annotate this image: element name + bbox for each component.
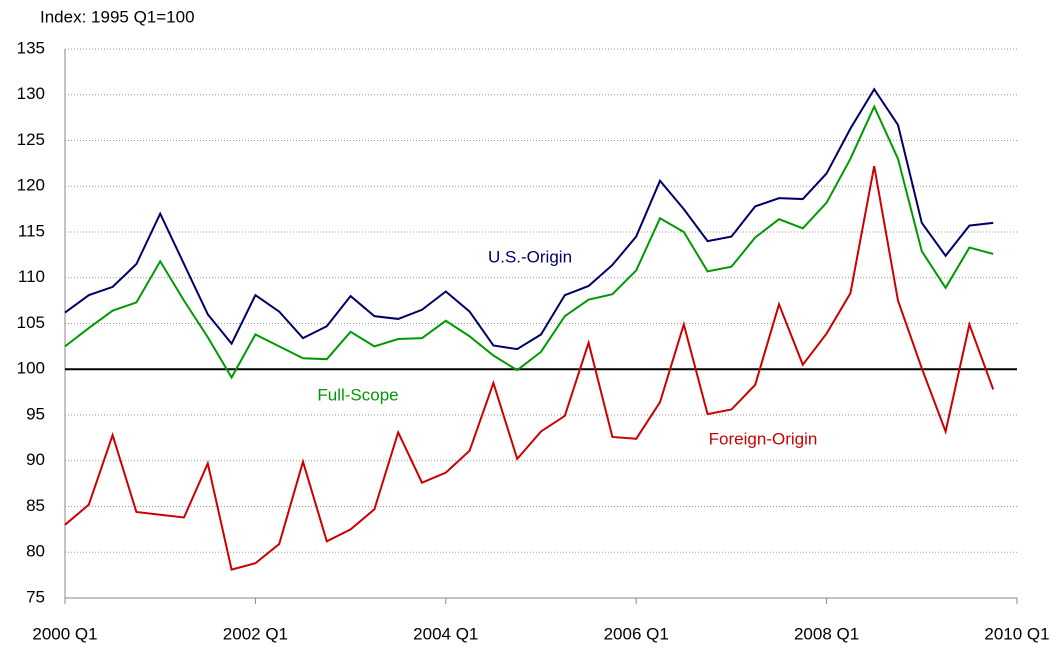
y-tick-label: 110 <box>18 267 45 286</box>
y-tick-label: 90 <box>26 450 45 469</box>
y-tick-label: 105 <box>17 313 45 332</box>
series-line <box>64 87 994 351</box>
y-tick-label: 125 <box>17 130 45 149</box>
y-tick-label: 135 <box>17 38 45 57</box>
y-axis-label: Index: 1995 Q1=100 <box>40 7 195 26</box>
y-tick-label: 130 <box>17 84 45 103</box>
y-tick-label: 115 <box>18 221 45 240</box>
series-label: Full-Scope <box>317 385 398 404</box>
x-tick-label: 2010 Q1 <box>984 624 1049 643</box>
y-tick-label: 80 <box>26 542 45 561</box>
y-tick-label: 85 <box>26 496 45 515</box>
x-tick-label: 2002 Q1 <box>223 624 288 643</box>
x-tick-label: 2008 Q1 <box>794 624 859 643</box>
y-tick-label: 120 <box>17 176 45 195</box>
x-tick-label: 2004 Q1 <box>413 624 478 643</box>
y-tick-label: 75 <box>26 587 45 606</box>
series-line <box>64 104 994 380</box>
y-tick-label: 100 <box>17 359 45 378</box>
y-tick-label: 95 <box>26 404 45 423</box>
x-tick-label: 2006 Q1 <box>604 624 669 643</box>
series-label: U.S.-Origin <box>488 247 572 266</box>
x-tick-label: 2000 Q1 <box>32 624 97 643</box>
series-label: Foreign-Origin <box>709 429 818 448</box>
series-line <box>64 165 995 571</box>
